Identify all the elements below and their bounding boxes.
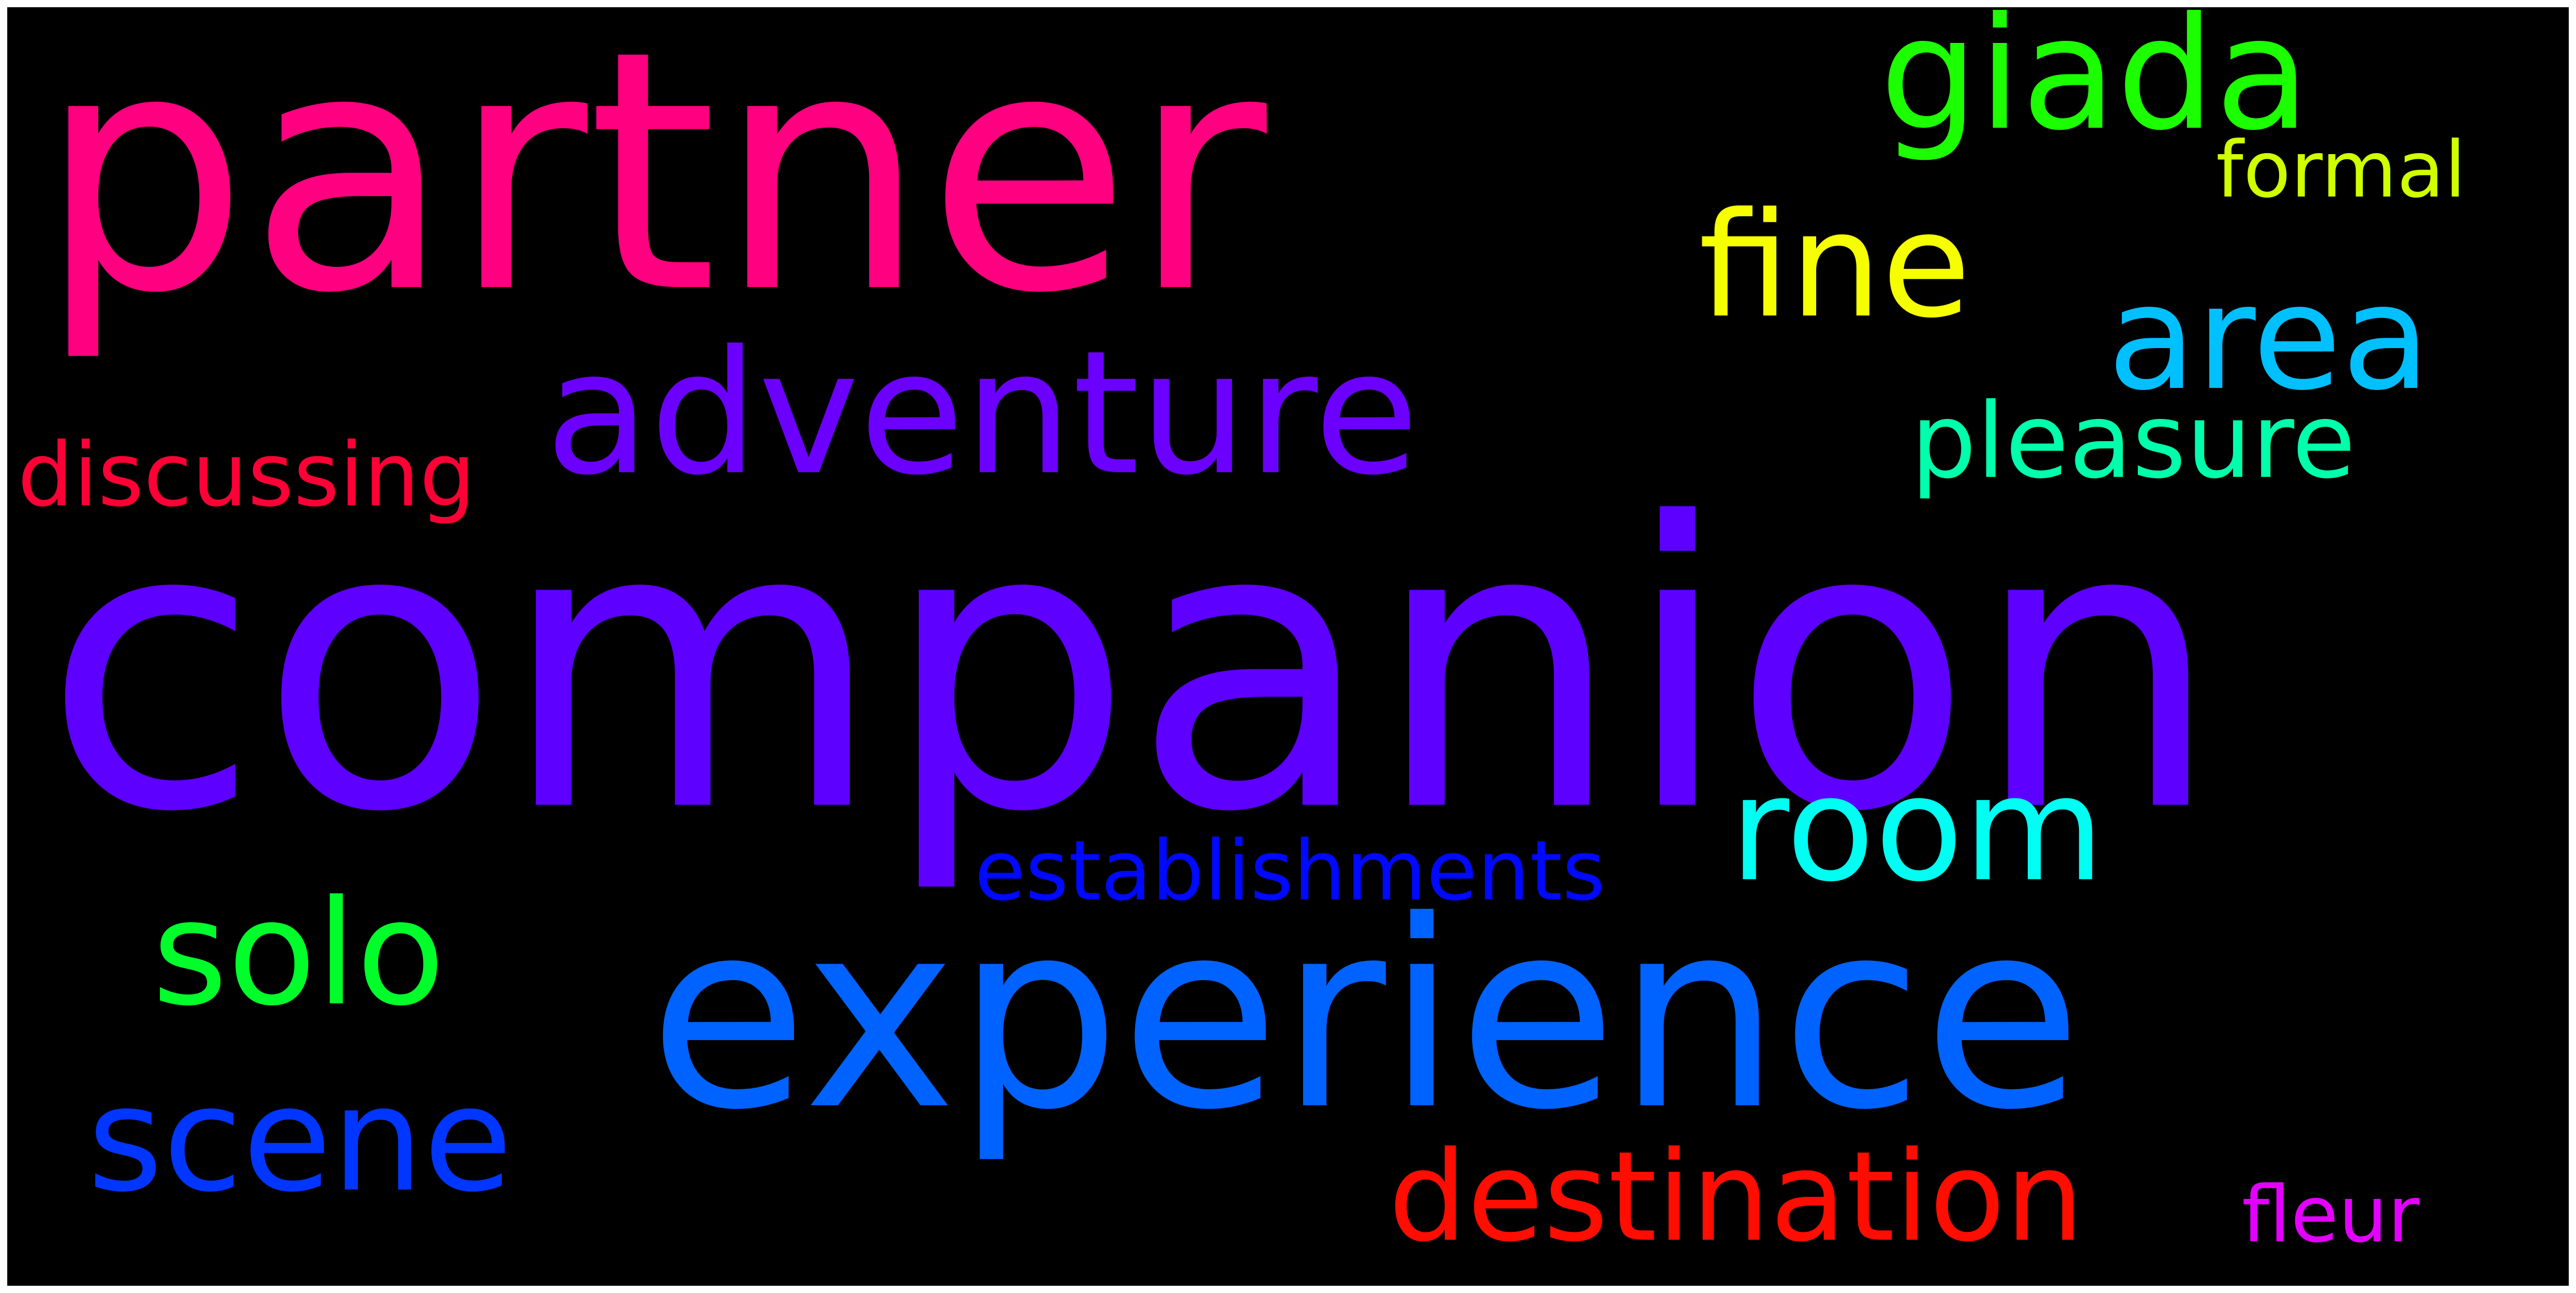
word-discussing: discussing bbox=[18, 424, 475, 527]
word-giada: giada bbox=[1880, 7, 2310, 164]
word-pleasure: pleasure bbox=[1911, 381, 2356, 502]
word-establishments: establishments bbox=[975, 822, 1606, 919]
word-fleur: fleur bbox=[2242, 1170, 2420, 1260]
word-area: area bbox=[2107, 254, 2431, 423]
word-formal: formal bbox=[2216, 125, 2466, 215]
word-scene: scene bbox=[87, 1056, 513, 1224]
word-destination: destination bbox=[1388, 1124, 2084, 1269]
word-companion: companion bbox=[43, 441, 2222, 898]
word-fine: fine bbox=[1699, 182, 1971, 350]
word-cloud: companion partner experience adventure g… bbox=[7, 7, 2569, 1286]
word-experience: experience bbox=[649, 865, 2083, 1166]
word-partner: partner bbox=[38, 7, 1267, 365]
word-room: room bbox=[1730, 745, 2105, 914]
word-adventure: adventure bbox=[545, 314, 1419, 513]
word-solo: solo bbox=[152, 869, 445, 1038]
